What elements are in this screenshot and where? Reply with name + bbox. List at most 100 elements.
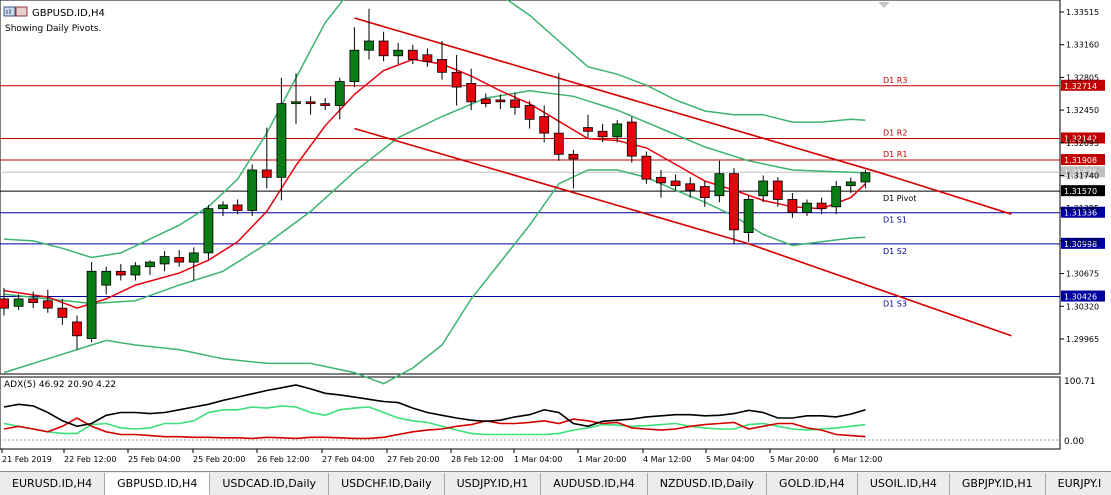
pivot-name: D1 R1 <box>883 150 907 159</box>
chart-shift-marker-icon[interactable] <box>878 2 890 8</box>
pivot-price: 1.31908 <box>1064 156 1097 165</box>
price-pane[interactable] <box>0 0 1061 375</box>
pivot-price: 1.32142 <box>1064 134 1097 143</box>
pivot-note: Showing Daily Pivots. <box>5 24 101 34</box>
chart-tabs: EURUSD.ID,H4 GBPUSD.ID,H4 USDCAD.ID,Daily U… <box>0 471 1111 495</box>
price-label: 1.31385 <box>1066 204 1099 213</box>
pivot-name: D1 S3 <box>883 300 907 309</box>
time-label: 27 Feb 20:00 <box>387 455 439 464</box>
candle-body <box>568 153 579 160</box>
time-label: 1 Mar 04:00 <box>514 455 562 464</box>
tab-gbpusd-id-h4[interactable]: GBPUSD.ID,H4 <box>105 473 211 495</box>
pivot-price: 1.30998 <box>1064 240 1097 249</box>
price-label: 1.30320 <box>1066 302 1099 311</box>
candle-body <box>626 121 637 157</box>
pivot-name: D1 R3 <box>883 76 907 85</box>
candle-body <box>188 252 199 263</box>
candle-body <box>232 204 243 211</box>
tab-usoil-id-h4[interactable]: USOIL.ID,H4 <box>858 473 950 495</box>
candle-body <box>72 321 82 337</box>
tab-usdcad-id-daily[interactable]: USDCAD.ID,Daily <box>210 473 330 495</box>
tab-nzdusd-id-daily[interactable]: NZDUSD.ID,Daily <box>648 473 768 495</box>
price-label: 1.32450 <box>1066 106 1099 115</box>
pivot-price-tag <box>1061 185 1105 197</box>
time-label: 21 Feb 2019 <box>2 455 52 464</box>
price-label: 1.29965 <box>1066 335 1099 344</box>
pivot-price: 1.32714 <box>1064 82 1097 91</box>
price-label: 1.30675 <box>1066 270 1099 279</box>
candles <box>0 8 871 350</box>
candle-body <box>656 176 666 184</box>
candle-body <box>174 257 185 263</box>
time-label: 26 Feb 12:00 <box>257 455 309 464</box>
bollinger-upper <box>3 0 866 259</box>
time-label: 6 Mar 12:00 <box>834 455 882 464</box>
candle-body <box>860 172 871 183</box>
adx-scale-bottom: 0.00 <box>1064 437 1084 447</box>
candle-body <box>553 132 564 155</box>
candle-body <box>685 183 696 191</box>
candle-body <box>130 265 141 276</box>
pivot-price-tag <box>1061 79 1105 91</box>
tab-eurusd-id-h4[interactable]: EURUSD.ID,H4 <box>0 473 106 495</box>
candle-body <box>349 49 360 82</box>
candle-body <box>816 202 827 210</box>
candle-body <box>539 116 550 134</box>
chart-window-icon-2 <box>15 6 28 17</box>
pivot-price-tag <box>1061 237 1105 249</box>
trading-chart[interactable]: D1 R3 1.32714 D1 R2 1.32142 D1 R1 1.31908 D1 P… <box>0 0 1111 471</box>
adx-label: ADX(5) 46.92 20.90 4.22 <box>4 380 116 390</box>
candle-body <box>480 98 491 105</box>
pivot-price-tag <box>1061 154 1105 166</box>
candle-body <box>714 173 725 197</box>
candle-body <box>203 208 214 254</box>
candle-body <box>451 71 462 88</box>
tab-eurjpy-i[interactable]: EURJPY.I <box>1046 473 1111 495</box>
price-axis[interactable]: 1.33515 1.33160 1.32805 1.32450 1.32095 1.317… <box>1060 8 1099 344</box>
price-label: 1.33515 <box>1066 8 1099 17</box>
channel-lower-line[interactable] <box>354 127 1012 337</box>
time-label: 25 Feb 04:00 <box>128 455 180 464</box>
candle-body <box>393 49 404 57</box>
tab-audusd-id-h4[interactable]: AUDUSD.ID,H4 <box>541 473 648 495</box>
candle-body <box>101 270 112 286</box>
pivot-name: D1 Pivot <box>883 194 916 203</box>
pivot-lines <box>0 85 1060 298</box>
adx-lines <box>0 384 1060 441</box>
candle-body <box>437 59 447 73</box>
pivot-name: D1 R2 <box>883 128 907 137</box>
channel-upper-line[interactable] <box>354 17 1012 215</box>
candle-body <box>320 103 331 106</box>
candle-body <box>57 307 68 318</box>
time-label: 28 Feb 12:00 <box>451 455 503 464</box>
candle-body <box>845 181 856 187</box>
time-axis[interactable]: 21 Feb 2019 22 Feb 12:00 25 Feb 04:00 25 Fe… <box>1 449 882 464</box>
candle-body <box>612 123 623 138</box>
candle-body <box>305 101 316 105</box>
tab-usdjpy-id-h1[interactable]: USDJPY.ID,H1 <box>445 473 542 495</box>
candle-body <box>364 40 374 51</box>
candle-body <box>641 155 652 180</box>
candle-body <box>466 82 477 103</box>
candle-body <box>159 256 170 265</box>
candle-body <box>510 99 520 108</box>
candle-body <box>291 101 301 105</box>
tab-gold-id-h4[interactable]: GOLD.ID,H4 <box>767 473 858 495</box>
trend-channel[interactable] <box>354 17 1012 337</box>
candle-body <box>218 204 228 210</box>
pivot-price: 1.31336 <box>1064 209 1097 218</box>
candle-body <box>802 202 812 213</box>
candle-body <box>42 300 53 309</box>
price-label: 1.32805 <box>1066 73 1099 82</box>
candle-body <box>524 105 535 120</box>
current-price: 1.31775 <box>1064 168 1097 177</box>
tab-usdchf-id-daily[interactable]: USDCHF.ID,Daily <box>329 473 445 495</box>
candle-body <box>699 186 710 199</box>
candle-body <box>597 130 608 138</box>
adx-line <box>3 384 866 428</box>
plus-di-line <box>3 405 866 436</box>
candle-body <box>145 261 155 268</box>
time-label: 5 Mar 04:00 <box>706 455 754 464</box>
candle-body <box>334 81 345 106</box>
tab-gbpjpy-id-h1[interactable]: GBPJPY.ID,H1 <box>950 473 1046 495</box>
